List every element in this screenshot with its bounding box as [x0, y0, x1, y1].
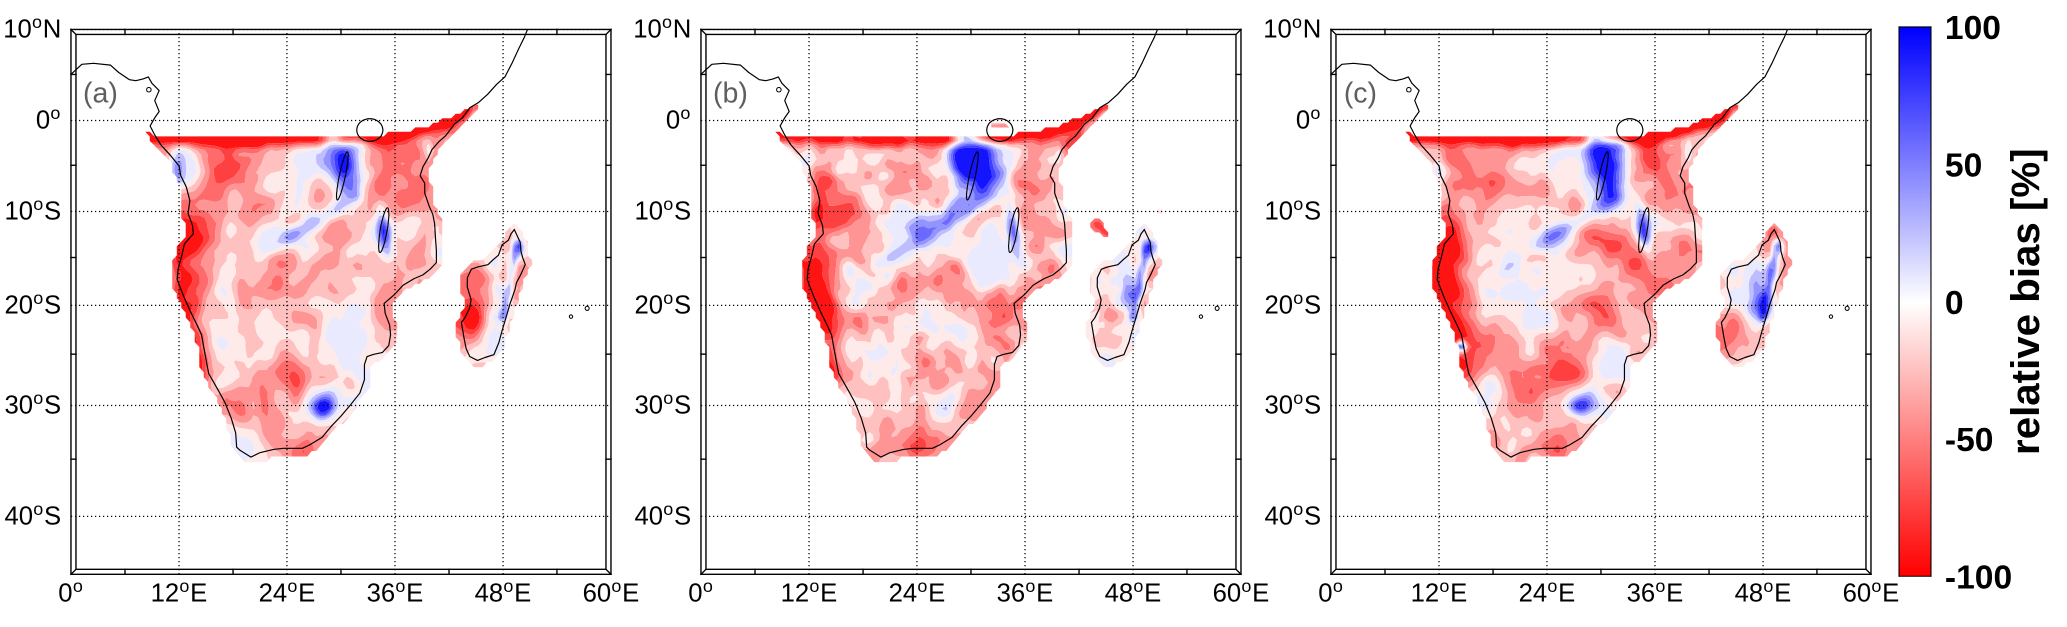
svg-text:0 o: 0 o — [688, 576, 713, 608]
svg-text:1 2 E: 1 2 E o — [781, 576, 844, 608]
svg-text:3 6 E: 3 6 E o — [997, 576, 1060, 608]
svg-text:(b): (b) — [713, 77, 748, 109]
svg-text:6 0 E: 6 0 E o — [1843, 576, 1906, 608]
svg-text:4 0 S: 4 0 S o — [634, 499, 697, 531]
svg-text:relative bias [%]: relative bias [%] — [2003, 148, 2048, 455]
svg-text:0 o: 0 o — [1296, 103, 1321, 135]
svg-text:1 0 S: 1 0 S o — [4, 194, 67, 226]
svg-text:0 o: 0 o — [58, 576, 83, 608]
svg-text:4 8 E: 4 8 E o — [1105, 576, 1168, 608]
svg-text:-100: -100 — [1945, 559, 2012, 596]
svg-text:3 6 E: 3 6 E o — [367, 576, 430, 608]
svg-text:4 8 E: 4 8 E o — [475, 576, 538, 608]
svg-text:2 4 E: 2 4 E o — [1519, 576, 1582, 608]
svg-text:2 0 S: 2 0 S o — [634, 288, 697, 320]
svg-text:6 0 E: 6 0 E o — [583, 576, 646, 608]
svg-text:50: 50 — [1945, 148, 1982, 185]
svg-text:(c): (c) — [1344, 77, 1377, 109]
svg-text:0: 0 — [1945, 285, 1964, 322]
svg-text:4 0 S: 4 0 S o — [4, 499, 67, 531]
svg-text:2 0 S: 2 0 S o — [1264, 288, 1327, 320]
svg-text:3 6 E: 3 6 E o — [1627, 576, 1690, 608]
svg-text:100: 100 — [1945, 10, 2001, 47]
svg-text:3 0 S: 3 0 S o — [1264, 388, 1327, 420]
svg-text:(a): (a) — [83, 77, 118, 109]
svg-text:1 2 E: 1 2 E o — [151, 576, 214, 608]
svg-text:1 0 N: 1 0 N o — [633, 12, 697, 44]
svg-text:-50: -50 — [1945, 422, 1994, 459]
svg-text:4 8 E: 4 8 E o — [1735, 576, 1798, 608]
svg-text:1 0 N: 1 0 N o — [3, 12, 67, 44]
svg-text:4 0 S: 4 0 S o — [1264, 499, 1327, 531]
svg-text:1 0 N: 1 0 N o — [1263, 12, 1327, 44]
svg-text:0 o: 0 o — [1318, 576, 1343, 608]
svg-text:1 0 S: 1 0 S o — [634, 194, 697, 226]
svg-text:0 o: 0 o — [36, 103, 61, 135]
svg-text:1 2 E: 1 2 E o — [1411, 576, 1474, 608]
svg-text:6 0 E: 6 0 E o — [1213, 576, 1276, 608]
svg-text:2 0 S: 2 0 S o — [4, 288, 67, 320]
svg-text:3 0 S: 3 0 S o — [4, 388, 67, 420]
svg-text:3 0 S: 3 0 S o — [634, 388, 697, 420]
svg-text:2 4 E: 2 4 E o — [259, 576, 322, 608]
svg-text:0 o: 0 o — [666, 103, 691, 135]
svg-text:1 0 S: 1 0 S o — [1264, 194, 1327, 226]
svg-text:2 4 E: 2 4 E o — [889, 576, 952, 608]
